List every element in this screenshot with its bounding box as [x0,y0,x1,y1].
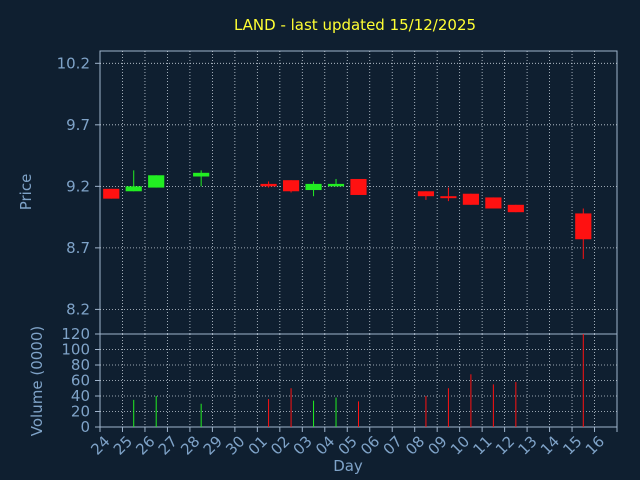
price-y-tick-label: 10.2 [57,54,90,72]
candle-body [350,178,367,195]
day-axis-label: Day [333,457,363,475]
price-y-tick-label: 8.7 [66,239,90,257]
volume-y-tick-label: 120 [61,325,90,343]
candle-body [440,196,457,199]
candle-body [125,186,142,192]
candle-body [148,175,165,188]
candle-body [305,183,322,191]
x-tick-label: 16 [582,432,608,458]
price-axis-label: Price [17,174,35,211]
candle-body [462,193,479,205]
candle-body [507,204,524,213]
x-tick-labels: 2425262728293001020304050607080910111213… [87,427,618,459]
volume-axis-label: Volume (0000) [28,326,46,436]
price-panel: 8.2 8.7 9.2 9.7 10.2 [57,50,618,335]
candle-body [575,213,592,240]
candle-body [327,183,345,187]
volume-y-tick-label: 100 [61,341,90,359]
volume-y-tick-label: 80 [71,356,90,374]
price-y-tick-label: 9.7 [66,116,90,134]
chart-title: LAND - last updated 15/12/2025 [234,16,476,34]
price-y-tick-label: 9.2 [66,177,90,195]
volume-y-tick-label: 20 [71,403,90,421]
volume-y-tick-label: 60 [71,372,90,390]
candle-body [282,180,300,192]
candle-body [193,172,210,177]
candle-body [260,183,277,187]
price-y-tick-label: 8.2 [66,300,90,318]
volume-y-tick-label: 40 [71,387,90,405]
candle-body [103,188,120,199]
candle-body [417,191,435,197]
volume-y-tick-label: 0 [80,418,90,436]
candle-body [485,197,502,209]
